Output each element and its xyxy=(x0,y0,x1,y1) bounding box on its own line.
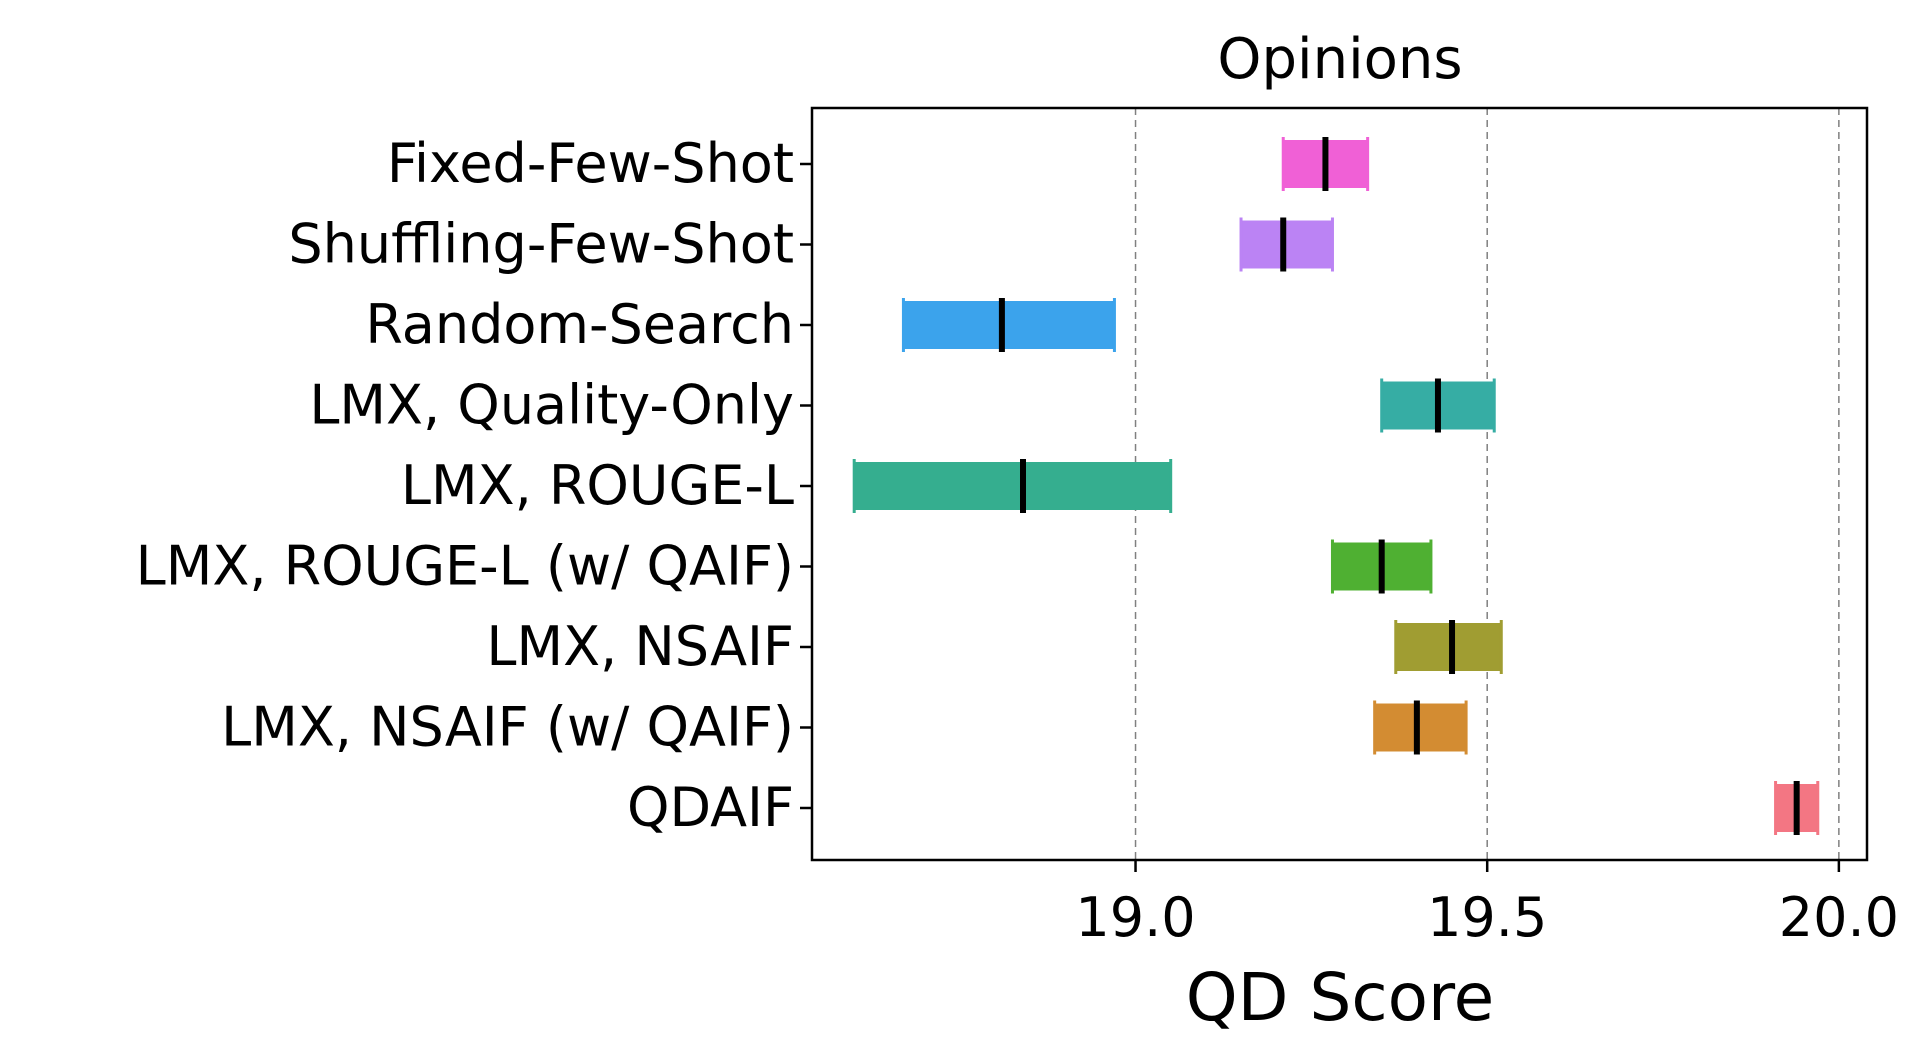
category-label: LMX, ROUGE-L (w/ QAIF) xyxy=(136,535,794,598)
category-label: QDAIF xyxy=(627,776,794,839)
range-bar xyxy=(1241,220,1333,269)
range-bar xyxy=(1374,703,1467,752)
range-bar xyxy=(903,301,1115,349)
x-tick-label: 19.0 xyxy=(1075,886,1195,949)
range-bar xyxy=(854,462,1171,510)
range-bar xyxy=(1395,623,1502,671)
category-label: Random-Search xyxy=(365,293,794,356)
range-bars xyxy=(852,137,1820,835)
category-labels: Fixed-Few-Shot Shuffling-Few-Shot Random-S… xyxy=(136,132,812,839)
category-label: LMX, NSAIF (w/ QAIF) xyxy=(221,696,794,759)
category-label: LMX, NSAIF xyxy=(486,615,794,678)
chart-title: Opinions xyxy=(1217,27,1462,92)
category-label: Shuffling-Few-Shot xyxy=(288,213,794,276)
x-axis-ticks: 19.0 19.5 20.0 xyxy=(1075,860,1899,949)
category-label: Fixed-Few-Shot xyxy=(387,132,794,195)
x-axis-label: QD Score xyxy=(1186,959,1495,1036)
x-tick-label: 19.5 xyxy=(1427,886,1547,949)
category-label: LMX, ROUGE-L xyxy=(401,454,794,517)
plot-frame xyxy=(810,106,1869,862)
x-tick-label: 20.0 xyxy=(1779,886,1899,949)
category-label: LMX, Quality-Only xyxy=(309,374,794,437)
